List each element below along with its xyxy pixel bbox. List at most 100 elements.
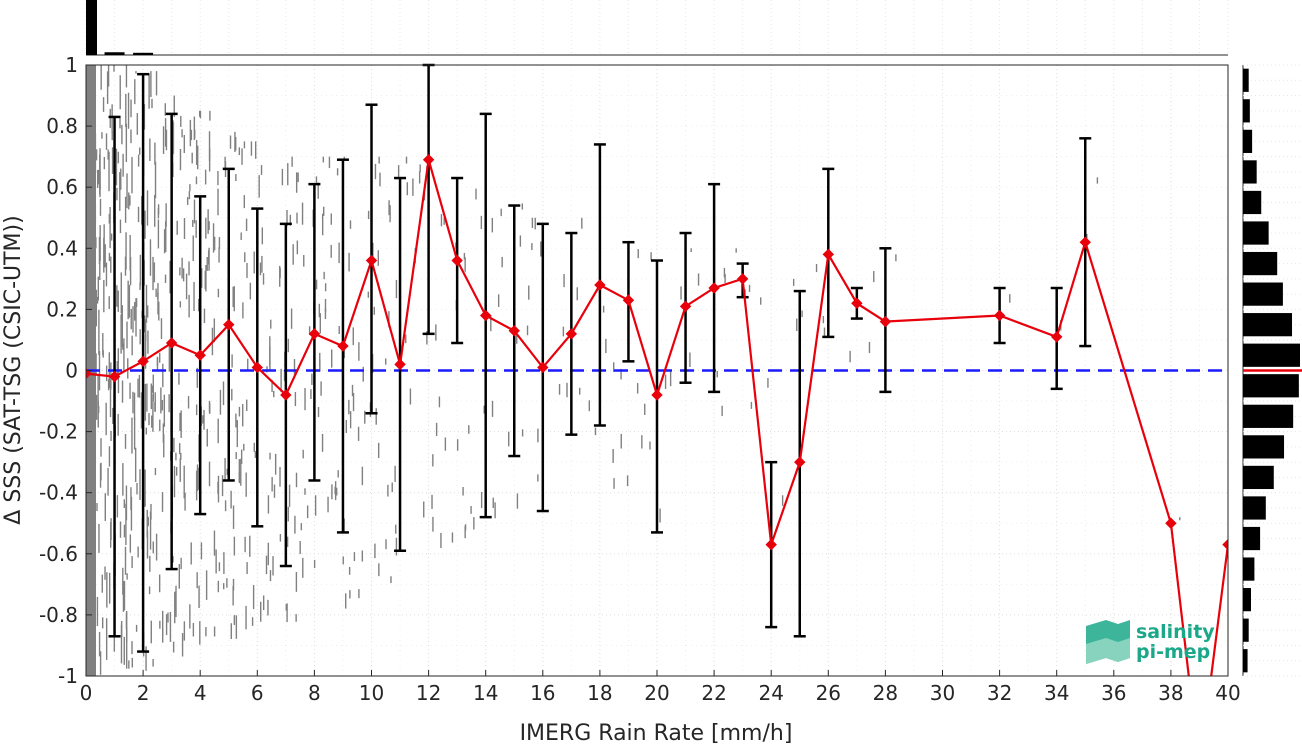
right-hist-bar	[1243, 557, 1255, 581]
logo-line-2: pi-mep	[1136, 641, 1210, 663]
y-tick-label: -0.4	[39, 481, 78, 505]
x-tick-labels: 0 2 4 6 8 10 12 14 16 18 20 22 24 26 28 30 32 34 36 38 40	[80, 681, 1241, 705]
mean-series	[86, 153, 1228, 676]
y-tick-label: -1	[58, 664, 78, 688]
x-tick-label: 12	[416, 681, 441, 705]
top-hist-bar	[86, 0, 97, 55]
right-hist-bar	[1243, 588, 1251, 612]
mean-point	[280, 389, 292, 401]
y-tick-label: 0	[65, 359, 78, 383]
right-hist-bar	[1243, 465, 1274, 490]
right-hist-bar	[1243, 99, 1250, 123]
mean-point	[879, 315, 892, 328]
top-hist-bar	[104, 52, 125, 55]
x-tick-label: 6	[251, 681, 264, 705]
x-tick-label: 16	[530, 681, 555, 705]
logo-wave-shade-icon	[1086, 638, 1130, 664]
mean-point	[1222, 538, 1228, 551]
mean-point	[736, 273, 749, 285]
x-tick-label: 8	[308, 681, 321, 705]
mean-point	[194, 349, 206, 361]
right-hist-bar	[1243, 435, 1285, 459]
mean-point	[651, 389, 663, 401]
x-tick-label: 4	[194, 681, 207, 705]
right-marginal-histogram	[1242, 64, 1302, 677]
mean-point	[537, 361, 549, 374]
axes	[85, 64, 1229, 677]
mean-point	[451, 254, 463, 267]
x-tick-label: 22	[701, 681, 726, 705]
right-hist-bar	[1243, 129, 1253, 153]
right-hist-bar	[1243, 496, 1266, 520]
x-tick-label: 30	[930, 681, 955, 705]
mean-point	[594, 279, 606, 291]
right-hist-bar	[1243, 282, 1283, 306]
right-hist-bar	[1243, 526, 1261, 551]
right-hist-bar	[1243, 313, 1293, 337]
x-axis-label: IMERG Rain Rate [mm/h]	[520, 721, 793, 745]
x-tick-label: 34	[1044, 681, 1069, 705]
right-hist-bar	[1243, 649, 1248, 673]
mean-point	[308, 328, 321, 340]
y-tick-label: 0.2	[46, 297, 78, 321]
right-hist-bar	[1243, 618, 1249, 642]
right-hist-bar	[1243, 374, 1299, 398]
mean-point	[108, 370, 121, 383]
mean-point	[223, 318, 235, 331]
right-hist-bar	[1243, 343, 1300, 367]
x-tick-label: 26	[816, 681, 841, 705]
mean-point	[794, 456, 806, 468]
mean-point	[851, 297, 863, 309]
x-tick-label: 28	[873, 681, 898, 705]
right-hist-bar	[1243, 221, 1269, 245]
mean-point	[765, 538, 777, 551]
y-tick-label: 0.6	[46, 175, 78, 199]
mean-point	[365, 254, 378, 267]
x-tick-label: 2	[137, 681, 150, 705]
x-tick-label: 20	[644, 681, 669, 705]
x-tick-label: 36	[1101, 681, 1126, 705]
top-marginal-histogram	[85, 0, 1229, 56]
y-axis-label: Δ SSS (SAT-TSG (CSIC-UTM))	[1, 215, 26, 524]
x-tick-label: 10	[359, 681, 384, 705]
mean-point	[337, 340, 349, 352]
mean-point	[822, 248, 835, 261]
mean-point	[165, 337, 178, 349]
top-hist-bar	[133, 52, 154, 55]
y-tick-label: -0.8	[39, 603, 78, 627]
mean-point	[508, 325, 520, 337]
mean-point	[622, 294, 635, 306]
mean-point	[1165, 517, 1177, 529]
x-tick-label: 38	[1158, 681, 1183, 705]
mean-point	[1079, 236, 1091, 248]
y-tick-label: -0.6	[39, 542, 78, 566]
mean-point	[1050, 331, 1063, 343]
right-hist-bar	[1243, 68, 1249, 92]
mean-point	[479, 309, 492, 322]
mean-point	[394, 358, 406, 371]
mean-point	[137, 355, 149, 368]
x-tick-label: 40	[1215, 681, 1240, 705]
mean-point	[993, 309, 1006, 322]
x-tick-label: 32	[987, 681, 1012, 705]
x-tick-label: 18	[587, 681, 612, 705]
y-tick-label: 0.4	[46, 236, 78, 260]
y-tick-labels: -1 -0.8 -0.6 -0.4 -0.2 0 0.2 0.4 0.6 0.8 1	[39, 53, 78, 688]
x-tick-label: 0	[80, 681, 93, 705]
right-hist-bar	[1243, 251, 1278, 276]
logo-line-1: salinity	[1136, 621, 1215, 643]
mean-point	[565, 328, 578, 340]
right-hist-bar	[1243, 190, 1262, 215]
mean-point	[86, 367, 92, 380]
salinity-pi-mep-logo: salinity pi-mep	[1086, 620, 1215, 664]
y-tick-label: 1	[65, 53, 78, 77]
x-tick-label: 24	[758, 681, 783, 705]
x-tick-label: 14	[473, 681, 498, 705]
mean-point	[251, 361, 264, 374]
mean-point	[422, 153, 435, 166]
right-hist-bar	[1243, 160, 1257, 184]
y-tick-label: 0.8	[46, 114, 78, 138]
right-hist-bar	[1243, 404, 1294, 428]
mean-point	[708, 282, 720, 294]
